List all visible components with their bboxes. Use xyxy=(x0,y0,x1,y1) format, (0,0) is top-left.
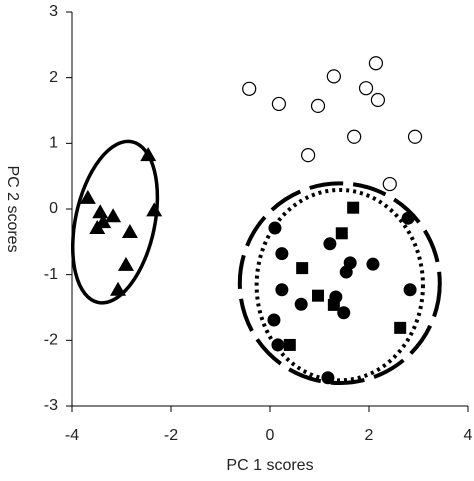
open-circle-point xyxy=(382,176,397,192)
triangle-point xyxy=(110,281,127,296)
y-tick-label: -2 xyxy=(44,332,58,349)
group-ellipse xyxy=(70,139,160,305)
triangle-point xyxy=(105,208,122,223)
y-tick-label: 0 xyxy=(49,200,58,217)
circle-point xyxy=(275,283,289,297)
y-tick-label: -1 xyxy=(44,266,58,283)
square-point xyxy=(312,289,325,302)
circle-point xyxy=(267,313,281,327)
y-tick-label: 3 xyxy=(49,3,58,20)
open-circle-point xyxy=(242,81,257,96)
open-circle-point xyxy=(358,81,374,96)
triangle-point xyxy=(79,189,96,204)
circle-point xyxy=(294,297,308,311)
circle-point xyxy=(323,237,337,251)
group-ellipse xyxy=(237,181,442,386)
open-circle-point xyxy=(368,56,384,71)
triangle-point xyxy=(140,147,157,162)
circle-point xyxy=(321,371,335,385)
triangle-point xyxy=(121,223,138,238)
x-axis-label: PC 1 scores xyxy=(226,457,313,474)
y-tick-label: 2 xyxy=(49,69,58,86)
x-tick-label: -4 xyxy=(65,427,79,444)
square-point xyxy=(327,298,340,311)
y-tick-label: -3 xyxy=(44,397,58,414)
y-tick-label: 1 xyxy=(49,135,58,152)
square-point xyxy=(347,201,360,214)
square-point xyxy=(335,227,348,240)
circle-point xyxy=(366,257,380,271)
square-point xyxy=(296,262,309,275)
circle-point xyxy=(275,247,289,261)
open-circle-point xyxy=(301,148,316,163)
circle-point xyxy=(268,221,282,235)
circle-point xyxy=(337,306,351,320)
x-tick-label: 0 xyxy=(266,427,275,444)
open-circle-point xyxy=(310,98,326,114)
square-point xyxy=(394,321,407,334)
open-circle-point xyxy=(370,92,386,108)
circle-point xyxy=(339,265,353,279)
triangle-point xyxy=(146,202,163,217)
open-circle-point xyxy=(347,129,362,144)
circle-point xyxy=(271,338,285,352)
triangle-point xyxy=(117,256,134,271)
square-point xyxy=(283,338,296,351)
open-circle-point xyxy=(407,129,423,144)
open-circle-point xyxy=(271,96,287,112)
x-tick-label: 2 xyxy=(365,427,374,444)
triangle-point xyxy=(89,220,106,235)
x-tick-label: -2 xyxy=(164,427,178,444)
triangle-point xyxy=(92,204,109,219)
x-tick-label: 4 xyxy=(464,427,473,444)
open-circle-point xyxy=(326,69,341,84)
y-axis-label: PC 2 scores xyxy=(4,165,21,252)
circle-point xyxy=(401,211,415,225)
circle-point xyxy=(403,283,417,297)
group-ellipse xyxy=(254,187,425,383)
